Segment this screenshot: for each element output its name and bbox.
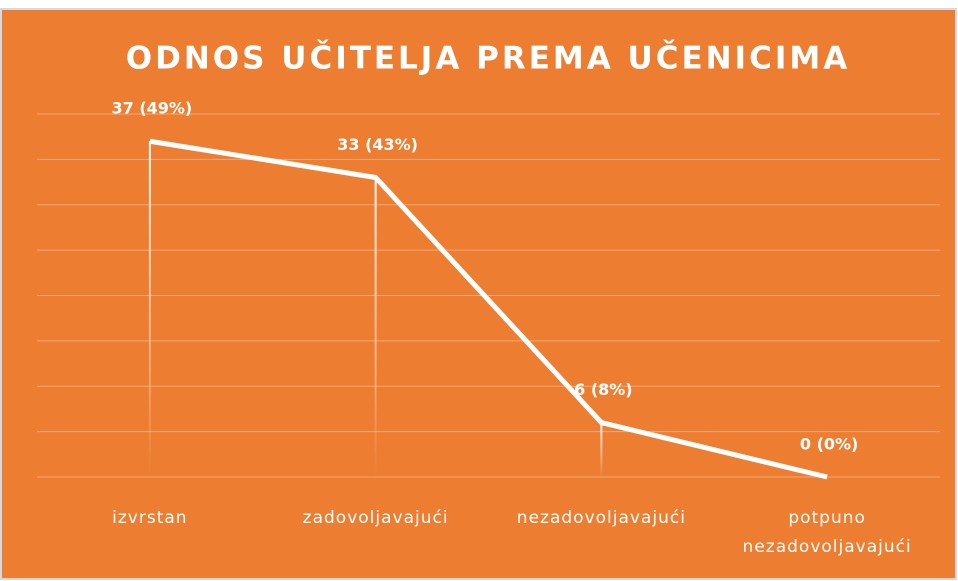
data-label: 33 (43%) [337, 135, 418, 154]
x-tick-label-line: potpuno [788, 508, 866, 528]
drop-line [600, 422, 603, 477]
chart-title: ODNOS UČITELJA PREMA UČENICIMA [126, 40, 850, 77]
data-label: 6 (8%) [574, 380, 633, 399]
data-label: 37 (49%) [111, 99, 192, 118]
x-tick-label: zadovoljavajući [303, 508, 449, 528]
x-tick-label-line: nezadovoljavajući [743, 537, 912, 557]
chart-background [0, 8, 957, 580]
drop-line [374, 177, 377, 477]
data-line [149, 138, 828, 480]
drop-line [148, 141, 151, 477]
x-tick-label: izvrstan [112, 508, 187, 528]
data-label: 0 (0%) [800, 435, 859, 454]
x-tick-label: nezadovoljavajući [517, 508, 686, 528]
x-tick-label: potpuno nezadovoljavajući [743, 508, 912, 557]
